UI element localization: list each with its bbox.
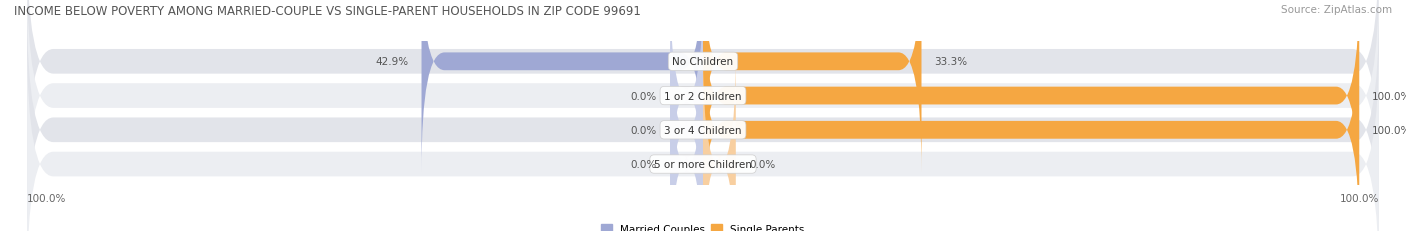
Text: 42.9%: 42.9% xyxy=(375,57,408,67)
Text: Source: ZipAtlas.com: Source: ZipAtlas.com xyxy=(1281,5,1392,15)
Text: 3 or 4 Children: 3 or 4 Children xyxy=(664,125,742,135)
Text: 100.0%: 100.0% xyxy=(27,193,66,203)
FancyBboxPatch shape xyxy=(422,0,703,173)
Text: 100.0%: 100.0% xyxy=(1372,91,1406,101)
FancyBboxPatch shape xyxy=(671,20,703,231)
FancyBboxPatch shape xyxy=(27,6,1379,231)
FancyBboxPatch shape xyxy=(27,0,1379,186)
Text: 100.0%: 100.0% xyxy=(1372,125,1406,135)
FancyBboxPatch shape xyxy=(27,0,1379,220)
FancyBboxPatch shape xyxy=(703,54,735,231)
Text: 33.3%: 33.3% xyxy=(935,57,967,67)
FancyBboxPatch shape xyxy=(703,0,921,173)
FancyBboxPatch shape xyxy=(671,54,703,231)
Text: 0.0%: 0.0% xyxy=(631,91,657,101)
FancyBboxPatch shape xyxy=(671,0,703,207)
FancyBboxPatch shape xyxy=(703,0,1360,207)
Text: 0.0%: 0.0% xyxy=(749,159,775,169)
Text: No Children: No Children xyxy=(672,57,734,67)
Text: 100.0%: 100.0% xyxy=(1340,193,1379,203)
FancyBboxPatch shape xyxy=(27,40,1379,231)
Text: 0.0%: 0.0% xyxy=(631,159,657,169)
Legend: Married Couples, Single Parents: Married Couples, Single Parents xyxy=(602,224,804,231)
Text: INCOME BELOW POVERTY AMONG MARRIED-COUPLE VS SINGLE-PARENT HOUSEHOLDS IN ZIP COD: INCOME BELOW POVERTY AMONG MARRIED-COUPL… xyxy=(14,5,641,18)
Text: 5 or more Children: 5 or more Children xyxy=(654,159,752,169)
Text: 1 or 2 Children: 1 or 2 Children xyxy=(664,91,742,101)
Text: 0.0%: 0.0% xyxy=(631,125,657,135)
FancyBboxPatch shape xyxy=(703,20,1360,231)
